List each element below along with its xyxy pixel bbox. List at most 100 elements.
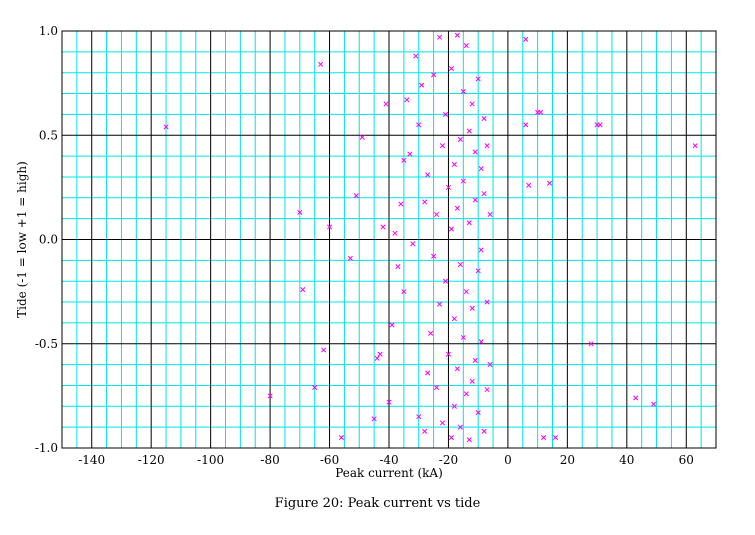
data-point bbox=[404, 97, 410, 103]
data-point bbox=[436, 34, 443, 40]
figure-caption: Figure 20: Peak current vs tide bbox=[274, 496, 481, 511]
data-point bbox=[523, 36, 529, 42]
data-point bbox=[472, 357, 478, 363]
data-point bbox=[463, 43, 469, 49]
data-point bbox=[163, 124, 169, 130]
data-point bbox=[338, 435, 344, 441]
data-point bbox=[383, 101, 389, 107]
data-point bbox=[692, 143, 698, 149]
data-point bbox=[469, 378, 475, 384]
data-point bbox=[401, 289, 407, 295]
data-point bbox=[413, 53, 419, 59]
y-tick-label: 1.0 bbox=[39, 24, 58, 38]
data-point bbox=[451, 161, 457, 167]
data-point bbox=[389, 322, 395, 328]
x-tick-label: -80 bbox=[260, 453, 279, 467]
x-axis-label: Peak current (kA) bbox=[335, 466, 443, 480]
data-point bbox=[454, 366, 460, 372]
data-point bbox=[425, 370, 431, 376]
data-point bbox=[454, 205, 460, 211]
data-point bbox=[395, 264, 401, 270]
data-point bbox=[469, 305, 475, 311]
data-point bbox=[407, 151, 413, 157]
data-point bbox=[326, 224, 333, 230]
data-point bbox=[466, 220, 472, 226]
data-point bbox=[425, 172, 431, 178]
data-point bbox=[448, 435, 454, 441]
data-point bbox=[475, 410, 481, 416]
x-tick-label: -60 bbox=[320, 453, 339, 467]
data-point bbox=[448, 65, 454, 72]
data-point bbox=[374, 355, 380, 361]
data-point bbox=[428, 330, 434, 336]
y-tick-label: 0.5 bbox=[39, 128, 58, 142]
data-point bbox=[457, 261, 463, 268]
data-point bbox=[481, 116, 487, 122]
data-point bbox=[442, 111, 449, 117]
x-tick-label: -20 bbox=[439, 453, 458, 467]
data-point bbox=[588, 341, 594, 347]
data-point bbox=[386, 399, 392, 405]
data-point bbox=[445, 184, 452, 190]
data-point bbox=[416, 122, 422, 128]
data-point bbox=[478, 166, 484, 172]
data-point bbox=[451, 403, 457, 409]
x-tick-label: 20 bbox=[560, 453, 575, 467]
data-point bbox=[484, 143, 490, 149]
data-point bbox=[445, 351, 452, 357]
data-point bbox=[401, 157, 407, 163]
data-point bbox=[377, 351, 383, 357]
data-point bbox=[436, 301, 443, 307]
plot-frame bbox=[61, 30, 717, 449]
data-point bbox=[633, 395, 639, 401]
x-tick-label: 60 bbox=[679, 453, 694, 467]
data-point bbox=[422, 428, 428, 434]
data-point bbox=[469, 101, 475, 107]
data-point bbox=[439, 420, 446, 426]
scatter-chart: -140 -120 -100 -80 -60 -40 -20 0 20 40 60 -1.0 -0.5… bbox=[15, 24, 717, 480]
data-point bbox=[487, 211, 493, 218]
data-point bbox=[484, 299, 490, 305]
data-point bbox=[538, 109, 544, 115]
data-point bbox=[410, 241, 416, 247]
x-tick-label: 40 bbox=[619, 453, 634, 467]
y-axis-label: Tide (-1 = low +1 = high) bbox=[15, 161, 29, 318]
data-point bbox=[466, 437, 472, 443]
data-point bbox=[475, 76, 481, 82]
data-point bbox=[484, 387, 490, 393]
data-point bbox=[481, 191, 487, 197]
x-tick-label: 0 bbox=[504, 453, 512, 467]
data-point bbox=[392, 230, 398, 236]
data-point bbox=[454, 32, 460, 38]
y-tick-label: -0.5 bbox=[35, 337, 58, 351]
data-point bbox=[353, 193, 359, 199]
data-point bbox=[422, 199, 428, 205]
data-point bbox=[541, 435, 547, 441]
data-point bbox=[398, 201, 404, 207]
data-point bbox=[463, 289, 469, 295]
y-tick-label: -1.0 bbox=[35, 441, 58, 455]
data-point bbox=[460, 334, 466, 341]
data-point bbox=[552, 435, 559, 441]
data-point bbox=[472, 149, 478, 155]
data-point bbox=[267, 393, 273, 399]
data-point bbox=[431, 253, 437, 259]
x-tick-label: -100 bbox=[197, 453, 224, 467]
data-point bbox=[419, 82, 425, 88]
x-tick-label: -120 bbox=[138, 453, 165, 467]
data-point bbox=[297, 209, 303, 215]
data-point bbox=[526, 182, 532, 188]
data-point bbox=[651, 401, 657, 407]
data-point bbox=[457, 136, 463, 142]
data-point bbox=[466, 128, 472, 134]
data-point bbox=[321, 347, 327, 353]
data-point bbox=[478, 247, 484, 253]
x-tick-label: -40 bbox=[379, 453, 398, 467]
data-point bbox=[416, 414, 422, 420]
data-point bbox=[597, 122, 603, 128]
x-tick-label: -140 bbox=[78, 453, 105, 467]
data-point bbox=[478, 339, 484, 345]
data-point bbox=[442, 278, 449, 284]
data-point bbox=[448, 226, 454, 232]
data-point bbox=[487, 362, 493, 368]
